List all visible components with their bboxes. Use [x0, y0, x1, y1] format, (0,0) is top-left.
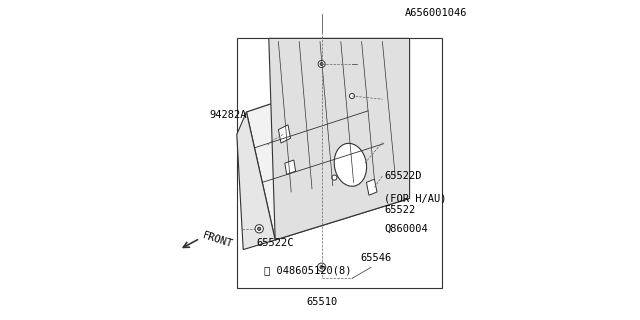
Text: 65522D: 65522D [384, 171, 422, 181]
Ellipse shape [317, 263, 326, 271]
Text: 94282A: 94282A [210, 110, 247, 120]
Text: A656001046: A656001046 [404, 8, 467, 18]
Polygon shape [278, 125, 291, 143]
Ellipse shape [318, 60, 325, 68]
Ellipse shape [332, 175, 337, 180]
Polygon shape [366, 179, 377, 195]
Bar [237, 38, 442, 288]
Text: 65522C: 65522C [256, 238, 294, 248]
Ellipse shape [257, 227, 261, 230]
Text: 65546: 65546 [360, 252, 391, 263]
Text: (FOR H/AU): (FOR H/AU) [384, 193, 447, 204]
Ellipse shape [320, 266, 323, 269]
Polygon shape [285, 160, 296, 174]
Ellipse shape [320, 63, 323, 66]
Text: 65510: 65510 [306, 297, 337, 308]
Polygon shape [246, 77, 410, 240]
Ellipse shape [349, 93, 355, 99]
Ellipse shape [255, 225, 264, 233]
Text: Ⓢ 048605120(8): Ⓢ 048605120(8) [264, 265, 351, 276]
Ellipse shape [334, 143, 367, 186]
Text: Q860004: Q860004 [384, 224, 428, 234]
Text: FRONT: FRONT [202, 230, 234, 250]
Polygon shape [237, 112, 275, 250]
Polygon shape [269, 38, 410, 240]
Text: 65522: 65522 [384, 204, 415, 215]
